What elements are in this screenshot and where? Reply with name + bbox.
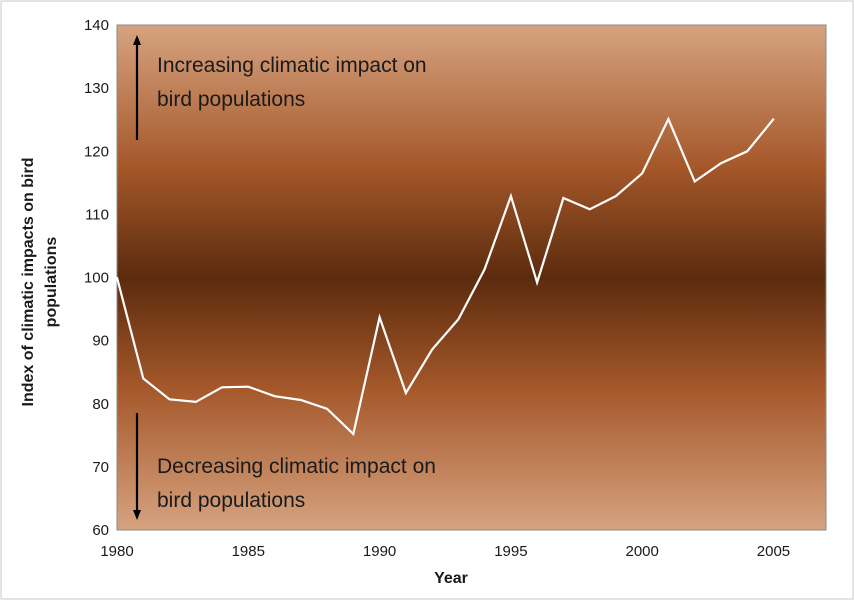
- y-tick-label: 140: [84, 17, 109, 34]
- data-points: [116, 118, 775, 435]
- plot-area: [116, 24, 827, 531]
- x-tick-label: 1980: [100, 543, 133, 560]
- data-point: [405, 392, 407, 394]
- y-tick-label: 120: [84, 143, 109, 160]
- y-axis-title-line-2: populations: [43, 237, 60, 328]
- data-point: [431, 348, 433, 351]
- data-point: [300, 399, 302, 401]
- data-point: [720, 162, 722, 164]
- data-point: [693, 180, 696, 183]
- y-axis-ticks: 60 70 80 90 100 110 120 130 140: [84, 17, 109, 539]
- y-tick-label: 90: [92, 333, 109, 350]
- data-point: [168, 398, 171, 401]
- data-point: [483, 268, 486, 271]
- y-tick-label: 80: [92, 396, 109, 413]
- x-tick-label: 1990: [363, 543, 396, 560]
- data-point: [352, 433, 355, 435]
- data-point: [195, 401, 197, 403]
- y-axis-title-line-1: Index of climatic impacts on bird: [20, 158, 37, 407]
- data-point: [615, 195, 617, 197]
- data-point: [247, 385, 250, 388]
- decreasing-annotation-line-2: bird populations: [157, 489, 305, 512]
- x-tick-label: 2005: [757, 543, 790, 560]
- data-point: [378, 316, 381, 319]
- data-point: [772, 118, 775, 120]
- data-point: [457, 318, 460, 321]
- data-point: [142, 377, 145, 380]
- x-tick-label: 2000: [625, 543, 658, 560]
- data-point: [588, 208, 591, 211]
- increasing-annotation-line-1: Increasing climatic impact on: [157, 54, 427, 77]
- data-point: [510, 195, 512, 197]
- x-tick-label: 1985: [232, 543, 265, 560]
- series-line: [115, 116, 775, 437]
- y-tick-label: 130: [84, 80, 109, 97]
- y-tick-label: 60: [92, 522, 109, 539]
- x-tick-label: 1995: [494, 543, 527, 560]
- data-point: [273, 395, 276, 398]
- y-tick-label: 100: [84, 270, 109, 287]
- x-axis-ticks: 1980 1985 1990 1995 2000 2005: [100, 543, 790, 560]
- x-axis-title: Year: [434, 570, 468, 587]
- data-point: [536, 281, 538, 284]
- decreasing-annotation-line-1: Decreasing climatic impact on: [157, 455, 436, 478]
- data-point: [667, 118, 670, 120]
- data-point: [641, 172, 643, 175]
- data-point: [221, 386, 223, 389]
- increasing-annotation-line-2: bird populations: [157, 88, 305, 111]
- data-point: [562, 197, 565, 199]
- data-point: [326, 408, 328, 410]
- y-tick-label: 110: [85, 206, 109, 223]
- data-point: [116, 276, 118, 279]
- y-tick-label: 70: [92, 459, 109, 476]
- data-point: [746, 150, 748, 153]
